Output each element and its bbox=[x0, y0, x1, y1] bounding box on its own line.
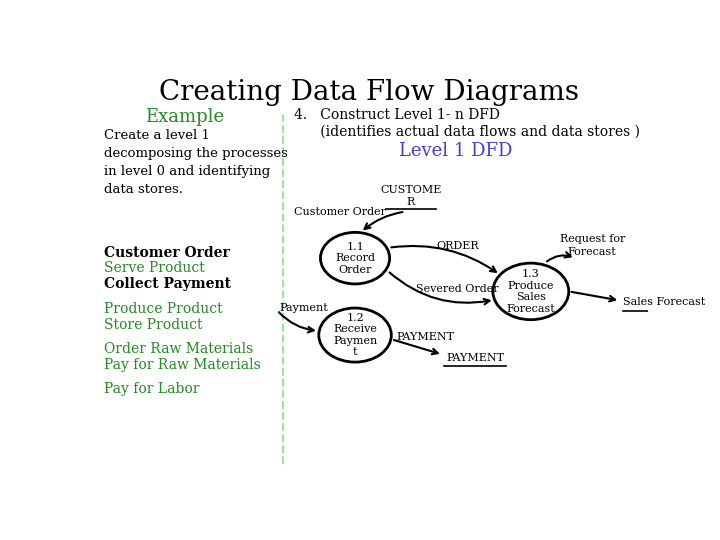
Text: 1.1
Record
Order: 1.1 Record Order bbox=[335, 241, 375, 275]
Text: ORDER: ORDER bbox=[436, 241, 479, 251]
Text: (identifies actual data flows and data stores ): (identifies actual data flows and data s… bbox=[294, 125, 639, 139]
Text: Level 1 DFD: Level 1 DFD bbox=[399, 141, 512, 160]
Text: 1.2
Receive
Paymen
t: 1.2 Receive Paymen t bbox=[333, 313, 377, 357]
Circle shape bbox=[319, 308, 392, 362]
Text: Produce Product: Produce Product bbox=[104, 302, 222, 316]
Text: PAYMENT: PAYMENT bbox=[446, 353, 504, 363]
Text: Sales Forecast: Sales Forecast bbox=[623, 297, 705, 307]
Text: PAYMENT: PAYMENT bbox=[397, 332, 455, 342]
Circle shape bbox=[320, 232, 390, 284]
Circle shape bbox=[493, 263, 569, 320]
Text: 1.3
Produce
Sales
Forecast: 1.3 Produce Sales Forecast bbox=[506, 269, 555, 314]
Text: CUSTOME
R: CUSTOME R bbox=[380, 185, 441, 207]
Text: Store Product: Store Product bbox=[104, 318, 202, 332]
Text: Request for
Forecast: Request for Forecast bbox=[559, 234, 625, 257]
Text: 4.   Construct Level 1- n DFD: 4. Construct Level 1- n DFD bbox=[294, 109, 500, 123]
Text: Serve Product: Serve Product bbox=[104, 261, 204, 275]
Text: Example: Example bbox=[145, 109, 225, 126]
Text: Severed Order: Severed Order bbox=[416, 285, 499, 294]
Text: Order Raw Materials: Order Raw Materials bbox=[104, 342, 253, 356]
Text: Payment: Payment bbox=[279, 303, 328, 313]
Text: Customer Order: Customer Order bbox=[294, 207, 386, 218]
Text: Creating Data Flow Diagrams: Creating Data Flow Diagrams bbox=[159, 79, 579, 106]
Text: Collect Payment: Collect Payment bbox=[104, 277, 231, 291]
Text: Customer Order: Customer Order bbox=[104, 246, 230, 260]
Text: Create a level 1
decomposing the processes
in level 0 and identifying
data store: Create a level 1 decomposing the process… bbox=[104, 129, 288, 196]
Text: Pay for Raw Materials: Pay for Raw Materials bbox=[104, 358, 261, 372]
Text: Pay for Labor: Pay for Labor bbox=[104, 382, 199, 396]
